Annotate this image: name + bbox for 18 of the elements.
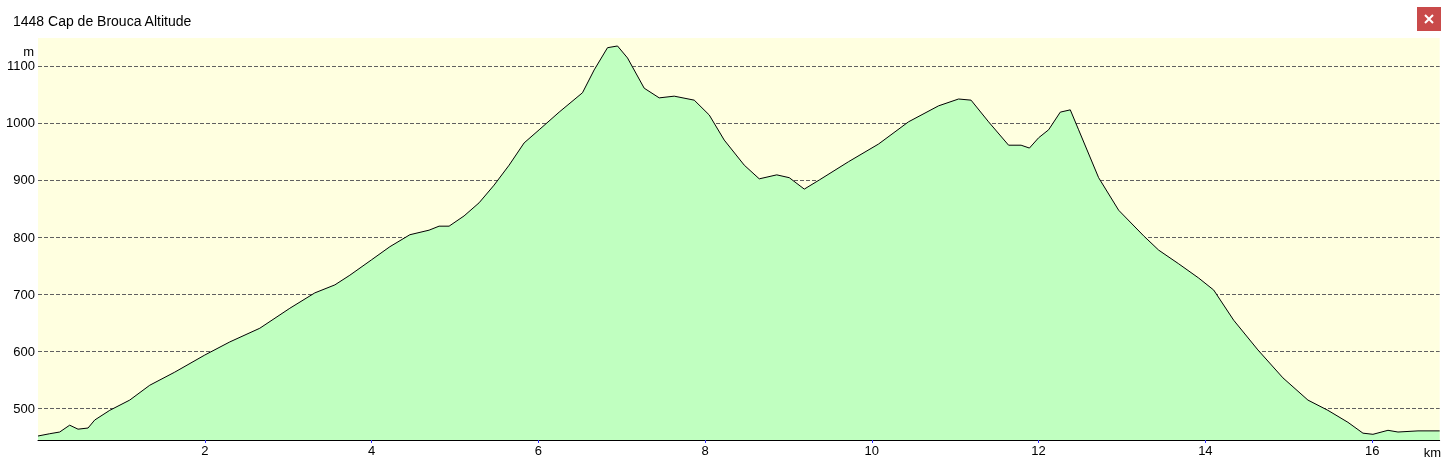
x-tick-label: 4 (367, 443, 376, 458)
y-axis-title: m (23, 44, 34, 59)
x-tick-label: 6 (534, 443, 542, 458)
y-tick-label: 600 (13, 343, 35, 359)
x-tick-label: 16 (1364, 443, 1380, 458)
y-tick-label: 500 (13, 400, 35, 416)
y-tick-label: 900 (13, 172, 35, 188)
x-tick-label: 10 (864, 443, 880, 458)
x-tick-label: 12 (1031, 443, 1046, 458)
x-axis-title: km (1423, 445, 1442, 459)
y-tick-label: 1000 (6, 115, 35, 131)
x-tick-label: 14 (1198, 443, 1213, 458)
y-tick-label: 800 (13, 229, 35, 245)
chart-title: 1448 Cap de Brouca Altitude (13, 13, 192, 29)
y-tick-label: 700 (13, 286, 35, 302)
x-tick-label: 2 (201, 443, 209, 458)
y-tick-label: 1100 (7, 58, 35, 74)
x-tick-label: 8 (701, 443, 709, 458)
